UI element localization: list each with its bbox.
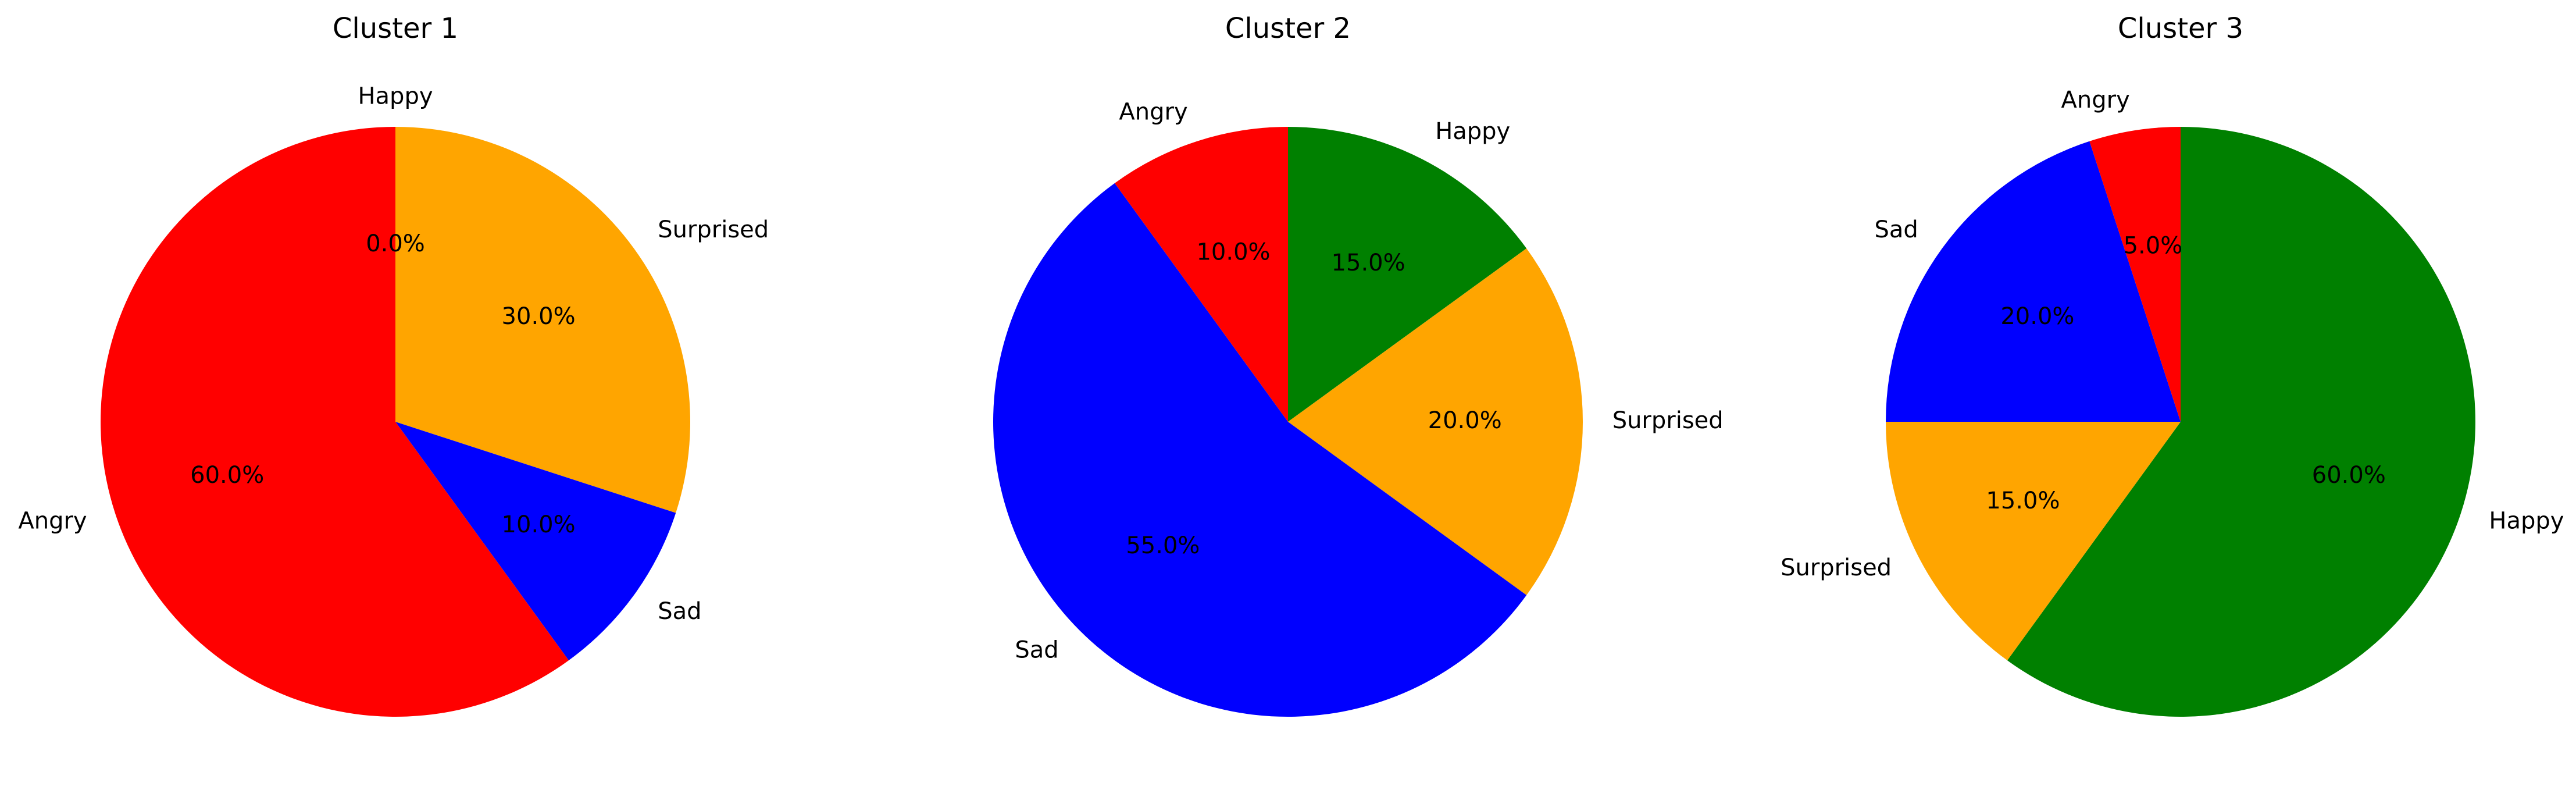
pie-chart-cluster-2: Cluster 2 Happy 15.0% Surprised 20.0% Sad 55.… [993, 12, 1724, 717]
pie-slice-sad [1886, 141, 2181, 422]
pie-slice-surprised [395, 127, 691, 513]
pie-slice-sad [993, 183, 1527, 717]
slice-label-happy: Happy [2489, 507, 2564, 534]
slice-percent-surprised: 30.0% [502, 303, 576, 330]
slice-label-angry: Angry [1119, 99, 1187, 126]
slice-percent-angry: 5.0% [2124, 233, 2183, 259]
pie-slice-angry [101, 127, 569, 717]
slice-label-sad: Sad [1875, 216, 1918, 243]
slice-label-surprised: Surprised [658, 216, 769, 243]
pie-slice-sad [395, 422, 676, 661]
pie-chart-cluster-1: Cluster 1 Happy 0.0% Surprised 30.0% Sad 10.0… [18, 12, 769, 717]
pie-slice-angry [1114, 127, 1288, 422]
pie-slice-surprised [1288, 248, 1583, 596]
pie-slice-happy [1288, 127, 1527, 422]
slice-percent-surprised: 15.0% [1986, 488, 2060, 514]
slice-percent-angry: 60.0% [190, 462, 264, 489]
slice-label-angry: Angry [2061, 87, 2130, 113]
slice-label-surprised: Surprised [1612, 407, 1724, 434]
slice-percent-surprised: 20.0% [1428, 407, 1502, 434]
slice-label-sad: Sad [1015, 636, 1058, 663]
slice-percent-angry: 10.0% [1196, 239, 1270, 266]
pie-slice-happy [2007, 127, 2475, 717]
chart-title: Cluster 3 [2118, 12, 2243, 45]
slice-percent-sad: 55.0% [1126, 532, 1200, 559]
slice-percent-happy: 15.0% [1332, 250, 1405, 276]
pie-chart-cluster-3: Cluster 3 Happy 60.0% Surprised 15.0% Sad 20.… [1781, 12, 2564, 717]
slice-label-happy: Happy [358, 83, 433, 109]
slice-label-surprised: Surprised [1781, 554, 1892, 581]
slice-label-angry: Angry [18, 507, 87, 534]
slice-label-happy: Happy [1435, 118, 1510, 145]
chart-title: Cluster 1 [333, 12, 458, 45]
slice-percent-sad: 20.0% [2000, 303, 2074, 330]
slice-percent-happy: 60.0% [2312, 462, 2386, 489]
slice-percent-sad: 10.0% [502, 511, 576, 538]
chart-title: Cluster 2 [1225, 12, 1351, 45]
slice-label-sad: Sad [658, 598, 701, 625]
pie-slice-angry [2089, 127, 2181, 422]
pie-slice-surprised [1886, 422, 2181, 661]
slice-percent-happy: 0.0% [366, 230, 425, 257]
